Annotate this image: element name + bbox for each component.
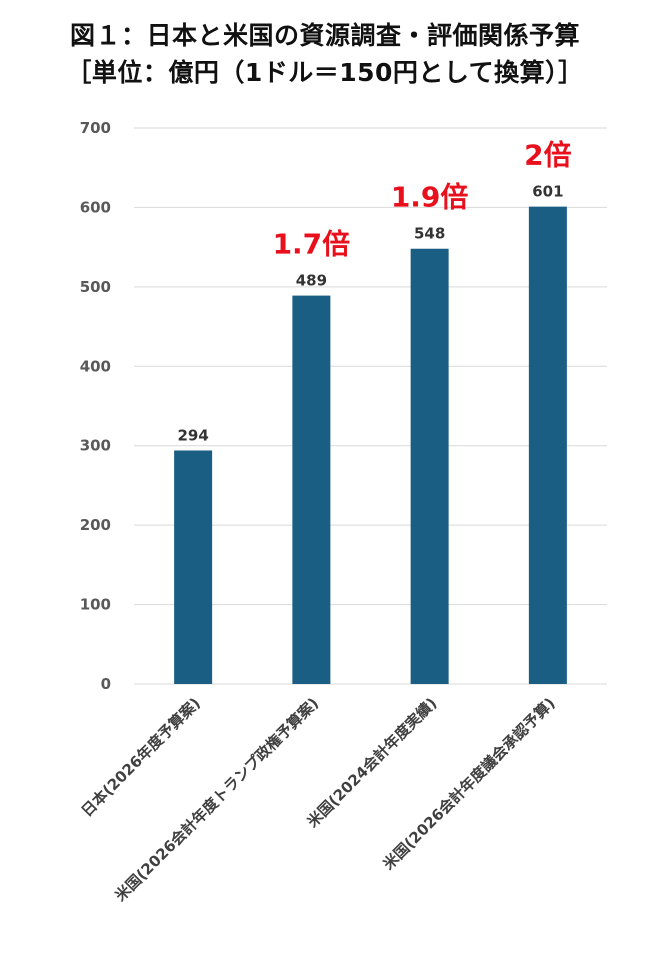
y-tick-label: 300 — [80, 437, 111, 455]
bar-value-label: 601 — [532, 183, 563, 201]
y-tick-label: 400 — [80, 357, 111, 375]
bar — [528, 206, 567, 685]
bar — [410, 248, 449, 684]
y-tick-label: 600 — [80, 198, 111, 216]
x-axis: 日本(2026年度予算案)米国(2026会計年度トランプ政権予算案)米国(202… — [78, 694, 559, 905]
x-category-label: 日本(2026年度予算案) — [78, 694, 204, 820]
bar-value-label: 548 — [414, 225, 445, 243]
ratio-annotation: 2倍 — [524, 139, 571, 172]
y-tick-label: 500 — [80, 278, 111, 296]
ratio-annotation: 1.9倍 — [391, 181, 469, 214]
chart-title: 図１：日本と米国の資源調査・評価関係予算 — [69, 21, 580, 50]
gridlines — [134, 127, 607, 685]
y-tick-label: 0 — [101, 675, 111, 693]
y-tick-label: 200 — [80, 516, 111, 534]
bar-value-label: 489 — [296, 272, 327, 290]
x-category-label: 米国(2024会計年度実績) — [304, 694, 441, 831]
y-tick-label: 700 — [80, 119, 111, 137]
y-tick-label: 100 — [80, 596, 111, 614]
ratio-annotation: 1.7倍 — [273, 228, 351, 261]
bar — [174, 450, 213, 684]
bar — [292, 295, 331, 684]
x-category-label: 米国(2026会計年度トランプ政権予算案) — [111, 694, 322, 905]
chart-subtitle: ［単位：億円（1ドル＝150円として換算）］ — [66, 58, 584, 87]
y-axis: 0 100 200 300 400 500 600 700 — [80, 119, 111, 693]
bar-value-label: 294 — [177, 426, 208, 444]
bars: 294 489 1.7倍 548 1.9倍 601 2倍 — [174, 139, 572, 685]
